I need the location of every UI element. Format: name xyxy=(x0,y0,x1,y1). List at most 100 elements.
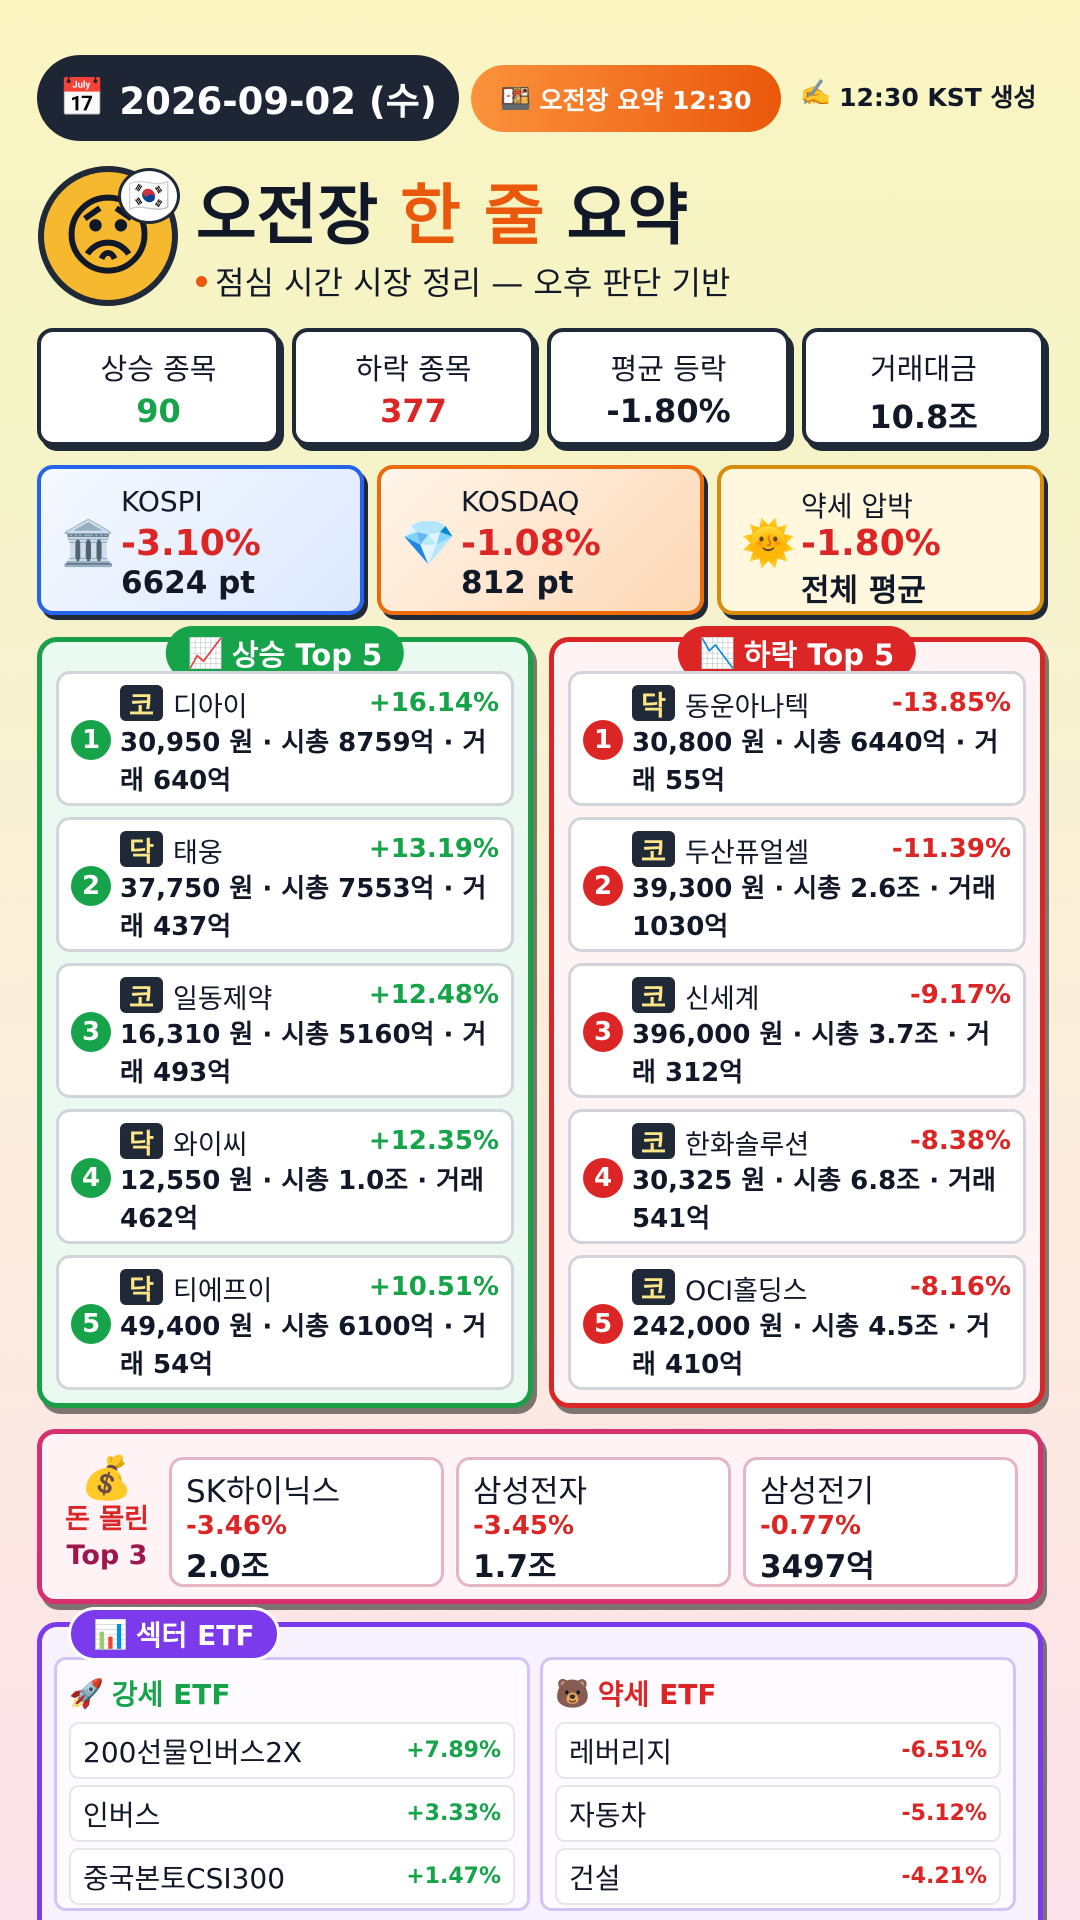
stock-detail: 49,400 원 · 시총 6100억 · 거래 54억 xyxy=(120,1312,487,1380)
etf-row: 인버스 +3.33% xyxy=(69,1785,515,1842)
etf-name: 인버스 xyxy=(83,1798,161,1832)
stock-name: 티에프이 xyxy=(173,1276,273,1307)
index-name: KOSDAQ xyxy=(461,485,580,518)
stock-card: 3 코 신세계 -9.17% 396,000 원 · 시총 3.7조 · 거래 312억 xyxy=(568,963,1026,1098)
subtitle: 점심 시간 시장 정리 — 오후 판단 기반 xyxy=(196,258,730,304)
session-badge: 🍱 오전장 요약 12:30 xyxy=(471,65,781,132)
etf-header: 📊 섹터 ETF xyxy=(68,1607,280,1661)
index-box: 💎 KOSDAQ -1.08% 812 pt xyxy=(377,465,704,615)
stock-change: -13.85% xyxy=(891,688,1011,718)
rank-badge: 4 xyxy=(583,1158,623,1198)
rank-badge: 5 xyxy=(583,1304,623,1344)
title-part: 오전장 xyxy=(196,177,379,254)
etf-change: -5.12% xyxy=(901,1801,987,1826)
badge-text: 오전장 요약 12:30 xyxy=(539,85,752,115)
title: 오전장 한 줄 요약 xyxy=(196,162,688,258)
index-icon: 🌞 xyxy=(741,518,796,569)
stat-value: 10.8조 xyxy=(869,398,978,436)
stat-label: 평균 등락 xyxy=(610,352,727,386)
generated-icon: ✍️ xyxy=(800,78,832,107)
stock-card: 1 닥 동운아나텍 -13.85% 30,800 원 · 시총 6440억 · 거래 5… xyxy=(568,671,1026,806)
stock-change: +16.14% xyxy=(368,688,499,718)
title-part: 한 줄 xyxy=(400,177,545,254)
etf-change: +7.89% xyxy=(406,1738,501,1763)
stock-detail: 396,000 원 · 시총 3.7조 · 거래 312억 xyxy=(632,1020,991,1088)
stat-value: 90 xyxy=(136,392,181,430)
index-value: 전체 평균 xyxy=(801,573,926,609)
stock-change: -9.17% xyxy=(910,980,1011,1010)
stat-label: 상승 종목 xyxy=(100,352,217,386)
stock-name: 두산퓨얼셀 xyxy=(685,838,810,869)
stock-name: 일동제약 xyxy=(173,984,273,1015)
index-icon: 💎 xyxy=(401,518,456,569)
stock-card: 1 코 디아이 +16.14% 30,950 원 · 시총 8759억 · 거래 640… xyxy=(56,671,514,806)
stock-name: 디아이 xyxy=(173,692,248,723)
etf-box-header: 🐻 약세 ETF xyxy=(555,1670,1001,1716)
stock-card: 4 닥 와이씨 +12.35% 12,550 원 · 시총 1.0조 · 거래 462억 xyxy=(56,1109,514,1244)
etf-name: 자동차 xyxy=(569,1798,647,1832)
etf-change: +1.47% xyxy=(406,1864,501,1889)
etf-box-header: 🚀 강세 ETF xyxy=(69,1670,515,1716)
panel-title: 하락 Top 5 xyxy=(743,638,895,672)
market-badge: 코 xyxy=(120,685,163,722)
etf-row: 레버리지 -6.51% xyxy=(555,1722,1001,1779)
panel-icon: 📉 xyxy=(699,635,736,670)
market-badge: 닥 xyxy=(120,831,163,868)
index-name: KOSPI xyxy=(121,485,203,518)
rank-badge: 4 xyxy=(71,1158,111,1198)
stat-box: 하락 종목 377 xyxy=(292,328,535,446)
stat-value: -1.80% xyxy=(606,392,731,430)
etf-box-icon: 🐻 xyxy=(555,1676,590,1710)
etf-change: -4.21% xyxy=(901,1864,987,1889)
stock-name: 신세계 xyxy=(685,984,760,1015)
index-icon: 🏛️ xyxy=(61,518,116,569)
title-part: 요약 xyxy=(566,177,689,254)
etf-row: 건설 -4.21% xyxy=(555,1848,1001,1905)
stat-box: 거래대금 10.8조 xyxy=(802,328,1045,446)
stock-name: 동운아나텍 xyxy=(685,692,810,723)
stock-detail: 242,000 원 · 시총 4.5조 · 거래 410억 xyxy=(632,1312,991,1380)
rank-badge: 3 xyxy=(71,1012,111,1052)
market-badge: 코 xyxy=(632,1269,675,1306)
etf-name: 레버리지 xyxy=(569,1735,673,1769)
stock-card: 2 닥 태웅 +13.19% 37,750 원 · 시총 7553억 · 거래 437억 xyxy=(56,817,514,952)
stock-detail: 30,950 원 · 시총 8759억 · 거래 640억 xyxy=(120,728,487,796)
etf-name: 중국본토CSI300 xyxy=(83,1861,286,1895)
date-icon: 📅 xyxy=(59,76,106,119)
index-box: 🌞 약세 압박 -1.80% 전체 평균 xyxy=(717,465,1044,615)
money-name: 삼성전기 xyxy=(760,1474,875,1510)
stat-label: 하락 종목 xyxy=(355,352,472,386)
stock-change: +10.51% xyxy=(368,1272,499,1302)
panel-title: 상승 Top 5 xyxy=(231,638,383,672)
top5-panel: 📈 상승 Top 5 1 코 디아이 +16.14% 30,950 원 · 시총 8759억… xyxy=(37,626,533,1408)
index-name: 약세 압박 xyxy=(801,490,913,523)
panel-icon: 📈 xyxy=(187,635,224,670)
stock-detail: 37,750 원 · 시총 7553억 · 거래 437억 xyxy=(120,874,487,942)
etf-box-title: 약세 ETF xyxy=(597,1678,717,1711)
money-label: 💰 돈 몰린 Top 3 xyxy=(52,1454,162,1574)
index-value: 6624 pt xyxy=(121,565,256,601)
stock-change: -11.39% xyxy=(891,834,1011,864)
etf-row: 자동차 -5.12% xyxy=(555,1785,1001,1842)
money-change: -3.45% xyxy=(473,1511,574,1541)
money-title: Top 3 xyxy=(66,1540,148,1571)
money-name: 삼성전자 xyxy=(473,1474,588,1510)
money-title: 돈 몰린 xyxy=(65,1504,149,1535)
market-badge: 코 xyxy=(632,1123,675,1160)
money-panel: 💰 돈 몰린 Top 3 SK하이닉스 -3.46% 2.0조 삼성전자 -3.45% 1.7조… xyxy=(37,1429,1043,1604)
money-amount: 1.7조 xyxy=(473,1549,557,1585)
stock-name: 한화솔루션 xyxy=(685,1130,810,1161)
stock-card: 5 코 OCI홀딩스 -8.16% 242,000 원 · 시총 4.5조 · 거래 4… xyxy=(568,1255,1026,1390)
flag-badge: 🇰🇷 xyxy=(118,168,180,224)
index-change: -3.10% xyxy=(121,523,261,564)
market-badge: 닥 xyxy=(120,1123,163,1160)
rank-badge: 5 xyxy=(71,1304,111,1344)
etf-box-icon: 🚀 xyxy=(69,1676,104,1710)
stat-value: 377 xyxy=(380,392,447,430)
stock-detail: 30,325 원 · 시총 6.8조 · 거래 541억 xyxy=(632,1166,996,1234)
index-box: 🏛️ KOSPI -3.10% 6624 pt xyxy=(37,465,364,615)
index-change: -1.80% xyxy=(801,523,941,564)
top5-panel: 📉 하락 Top 5 1 닥 동운아나텍 -13.85% 30,800 원 · 시총 644… xyxy=(549,626,1045,1408)
stock-card: 4 코 한화솔루션 -8.38% 30,325 원 · 시총 6.8조 · 거래 541… xyxy=(568,1109,1026,1244)
